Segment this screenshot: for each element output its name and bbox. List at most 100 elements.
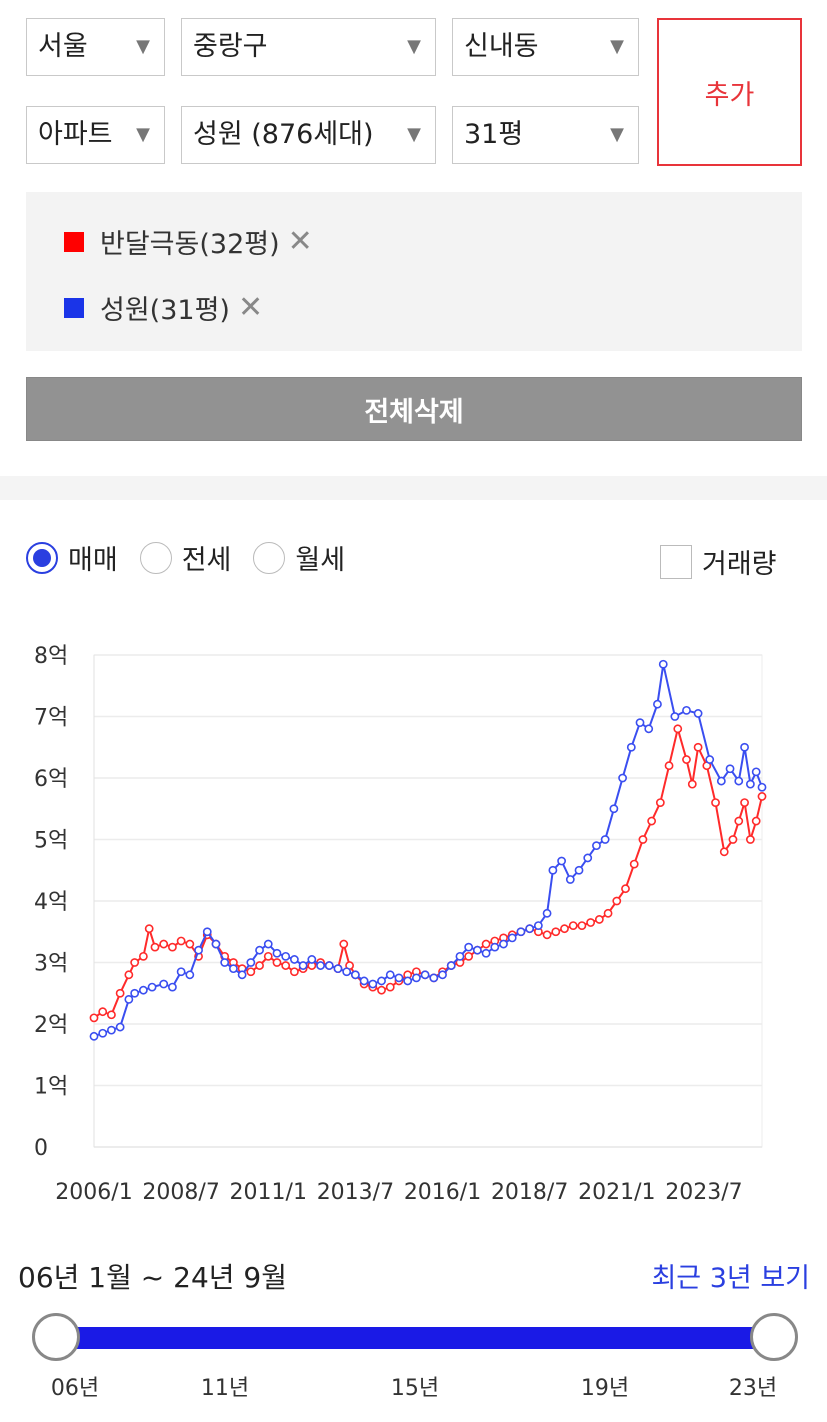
close-icon[interactable]: ✕ (237, 290, 264, 325)
data-point (592, 841, 601, 851)
data-point (734, 816, 744, 826)
radio-jeonse-label[interactable]: 전세 (181, 545, 232, 576)
data-point (574, 865, 584, 875)
data-point (711, 798, 720, 807)
chevron-down-icon: ▼ (610, 124, 624, 145)
section-divider (0, 476, 827, 500)
data-point (740, 798, 749, 807)
radio-monthly[interactable] (253, 541, 286, 574)
data-point (385, 982, 395, 992)
data-point (202, 927, 212, 937)
data-point (255, 961, 264, 970)
data-point (211, 939, 221, 949)
slider-tick-label: 19년 (580, 1376, 630, 1401)
recent-3-years-link[interactable]: 최근 3년 보기 (651, 1263, 810, 1294)
range-slider-track[interactable] (56, 1327, 774, 1349)
data-point (565, 875, 575, 884)
x-tick-label: 2023/7 (665, 1180, 742, 1205)
data-point (682, 755, 691, 764)
data-point (705, 755, 715, 764)
slider-tick-label: 11년 (200, 1376, 250, 1401)
district-select[interactable]: 중랑구 ▼ (181, 18, 436, 76)
data-point (368, 979, 378, 989)
complex-select[interactable]: 성원 (876세대) ▼ (181, 106, 436, 164)
data-point (281, 951, 291, 961)
data-point (115, 1022, 125, 1032)
data-point (557, 856, 566, 866)
range-end-handle[interactable] (750, 1313, 798, 1361)
data-point (159, 939, 169, 949)
data-point (658, 659, 668, 669)
data-point (385, 970, 395, 980)
data-point (342, 967, 352, 977)
data-point (411, 973, 421, 983)
data-point (263, 939, 273, 949)
data-point (757, 792, 767, 801)
x-tick-label: 2008/7 (142, 1180, 219, 1205)
price-chart: 0 1억 2억 3억 4억 5억 6억 7억 8억 2006/1 2008/7 2011/1 2013/… (34, 644, 767, 1205)
data-point (272, 958, 282, 967)
radio-monthly-label[interactable]: 월세 (295, 545, 346, 576)
data-point (130, 958, 140, 967)
comparison-item-label: 성원(31평) (100, 295, 230, 326)
y-tick-label: 6억 (34, 767, 68, 792)
data-point (107, 1010, 116, 1020)
data-point (542, 930, 552, 940)
data-point (350, 970, 360, 980)
type-select-value: 아파트 (38, 119, 113, 150)
data-point (655, 798, 665, 807)
data-point (682, 705, 691, 715)
data-point (89, 1031, 99, 1041)
radio-sale[interactable] (26, 541, 58, 574)
data-point (653, 699, 662, 709)
add-button[interactable]: 추가 (657, 18, 802, 166)
data-point (673, 724, 683, 734)
data-point (745, 835, 755, 844)
data-point (626, 742, 636, 752)
comparison-item-label: 반달극동(32평) (100, 229, 280, 260)
data-point (185, 939, 195, 949)
data-point (751, 767, 761, 777)
data-point (429, 973, 439, 983)
radio-sale-label[interactable]: 매매 (68, 545, 118, 576)
data-point (359, 976, 369, 986)
city-select[interactable]: 서울 ▼ (26, 18, 165, 76)
data-point (185, 970, 195, 980)
data-point (89, 1013, 99, 1023)
data-point (272, 948, 282, 958)
data-point (455, 951, 465, 961)
data-point (150, 942, 160, 952)
comparison-item: 반달극동(32평) ✕ (64, 222, 313, 261)
data-point (98, 1028, 108, 1038)
deal-type-radio-group: 매매 전세 월세 (26, 538, 367, 577)
data-point (516, 927, 526, 937)
data-point (693, 742, 703, 752)
data-point (420, 970, 430, 980)
radio-jeonse[interactable] (139, 541, 172, 574)
y-tick-label: 4억 (34, 890, 68, 915)
volume-toggle[interactable]: 거래량 (660, 542, 777, 581)
close-icon[interactable]: ✕ (287, 224, 313, 259)
volume-checkbox[interactable] (660, 544, 692, 579)
type-select[interactable]: 아파트 ▼ (26, 106, 165, 164)
volume-label: 거래량 (702, 549, 777, 580)
data-point (472, 945, 482, 955)
data-point (719, 847, 729, 857)
data-point (263, 951, 273, 961)
data-point (98, 1007, 108, 1017)
data-point (612, 896, 622, 906)
data-point (124, 970, 134, 980)
size-select[interactable]: 31평 ▼ (452, 106, 639, 164)
data-point (124, 994, 134, 1004)
range-start-handle[interactable] (32, 1313, 80, 1361)
data-point (745, 779, 755, 789)
dong-select[interactable]: 신내동 ▼ (452, 18, 639, 76)
data-point (464, 942, 474, 952)
data-point (603, 908, 613, 918)
data-point (609, 804, 619, 814)
city-select-value: 서울 (38, 31, 88, 62)
y-tick-label: 3억 (34, 952, 68, 977)
data-point (757, 782, 767, 792)
clear-all-button[interactable]: 전체삭제 (26, 377, 802, 441)
data-point (533, 921, 543, 930)
